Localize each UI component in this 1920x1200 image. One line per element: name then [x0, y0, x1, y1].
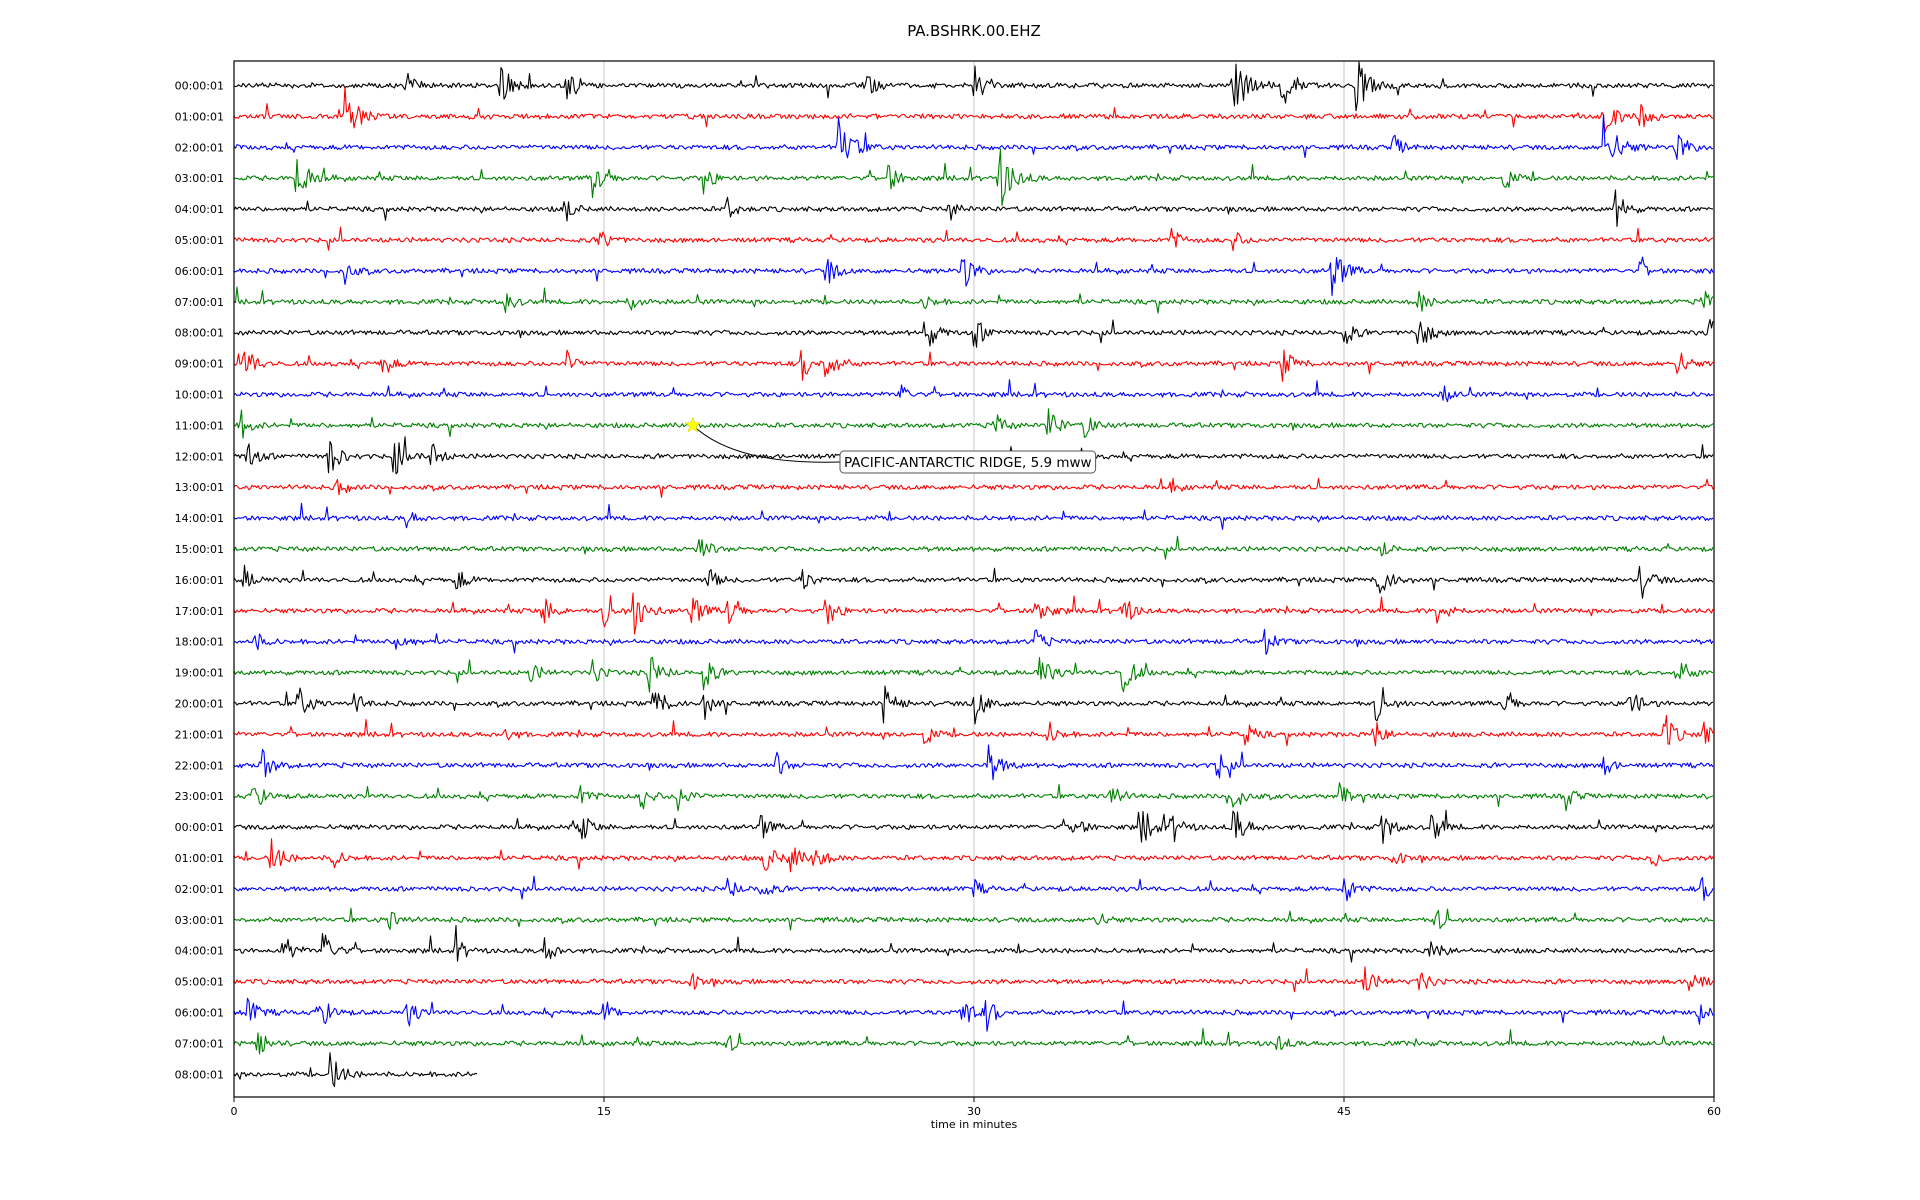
row-time-label: 07:00:01 [175, 1037, 224, 1050]
chart-title: PA.BSHRK.00.EHZ [907, 22, 1041, 40]
trace-line [233, 925, 1714, 963]
row-time-label: 19:00:01 [175, 667, 224, 680]
row-time-label: 07:00:01 [175, 296, 224, 309]
row-time-label: 04:00:01 [175, 203, 224, 216]
trace-line [233, 564, 1714, 599]
trace-line [233, 875, 1714, 902]
row-time-label: 14:00:01 [175, 512, 224, 525]
trace-line [233, 502, 1714, 530]
trace-line [233, 535, 1714, 560]
trace-line [233, 966, 1714, 993]
row-time-label: 09:00:01 [175, 358, 224, 371]
annotation-leader-line [692, 425, 841, 463]
x-tick-label: 30 [967, 1105, 981, 1118]
trace-line [233, 685, 1714, 725]
trace-line [233, 592, 1714, 635]
row-time-label: 01:00:01 [175, 852, 224, 865]
trace-line [233, 477, 1714, 498]
x-tick-label: 60 [1707, 1105, 1721, 1118]
row-time-label: 21:00:01 [175, 728, 224, 741]
trace-line [233, 838, 1714, 873]
row-time-label: 15:00:01 [175, 543, 224, 556]
trace-line [233, 286, 1714, 314]
row-time-label: 05:00:01 [175, 976, 224, 989]
trace-line [233, 997, 1714, 1032]
row-time-label: 11:00:01 [175, 419, 224, 432]
row-time-label: 22:00:01 [175, 759, 224, 772]
row-time-label: 05:00:01 [175, 234, 224, 247]
event-star-icon [684, 416, 702, 433]
row-time-label: 00:00:01 [175, 821, 224, 834]
trace-line [233, 628, 1714, 655]
trace-line [233, 86, 1714, 133]
row-time-label: 08:00:01 [175, 327, 224, 340]
trace-line [233, 349, 1714, 382]
event-annotation: PACIFIC-ANTARCTIC RIDGE, 5.9 mww [684, 416, 1097, 474]
row-time-label: 18:00:01 [175, 636, 224, 649]
x-tick-label: 45 [1337, 1105, 1351, 1118]
trace-line [233, 113, 1714, 160]
row-time-label: 06:00:01 [175, 1007, 224, 1020]
trace-line [233, 61, 1714, 112]
trace-line [233, 148, 1714, 206]
trace-line [233, 1052, 478, 1088]
row-time-label: 03:00:01 [175, 172, 224, 185]
annotation-box [839, 450, 1097, 474]
trace-line [233, 656, 1714, 693]
row-time-label: 01:00:01 [175, 110, 224, 123]
row-time-labels: 00:00:01 01:00:01 02:00:01 03:00:01 04:00:01… [175, 80, 224, 1082]
trace-line [233, 318, 1714, 348]
trace-line [233, 256, 1714, 297]
row-time-label: 06:00:01 [175, 265, 224, 278]
row-time-label: 02:00:01 [175, 883, 224, 896]
trace-line [233, 1028, 1714, 1055]
x-axis-ticks: 0 15 30 45 60 [231, 1097, 1721, 1118]
trace-rows [233, 61, 1714, 1088]
trace-line [233, 744, 1714, 781]
trace-line [233, 809, 1714, 845]
row-time-label: 08:00:01 [175, 1068, 224, 1081]
row-time-label: 12:00:01 [175, 450, 224, 463]
row-time-label: 13:00:01 [175, 481, 224, 494]
row-time-label: 20:00:01 [175, 698, 224, 711]
trace-line [233, 408, 1714, 439]
row-time-label: 02:00:01 [175, 141, 224, 154]
annotation-label: PACIFIC-ANTARCTIC RIDGE, 5.9 mww [844, 455, 1092, 471]
row-time-label: 00:00:01 [175, 80, 224, 93]
row-time-label: 17:00:01 [175, 605, 224, 618]
trace-line [233, 189, 1714, 228]
trace-line [233, 907, 1714, 931]
trace-line [233, 782, 1714, 812]
trace-line [233, 715, 1714, 747]
trace-line [233, 379, 1714, 403]
row-time-label: 10:00:01 [175, 389, 224, 402]
x-tick-label: 0 [231, 1105, 238, 1118]
trace-line [233, 226, 1714, 252]
row-time-label: 04:00:01 [175, 945, 224, 958]
x-axis-label: time in minutes [931, 1118, 1018, 1131]
row-time-label: 03:00:01 [175, 914, 224, 927]
row-time-label: 16:00:01 [175, 574, 224, 587]
row-time-label: 23:00:01 [175, 790, 224, 803]
x-tick-label: 15 [597, 1105, 611, 1118]
